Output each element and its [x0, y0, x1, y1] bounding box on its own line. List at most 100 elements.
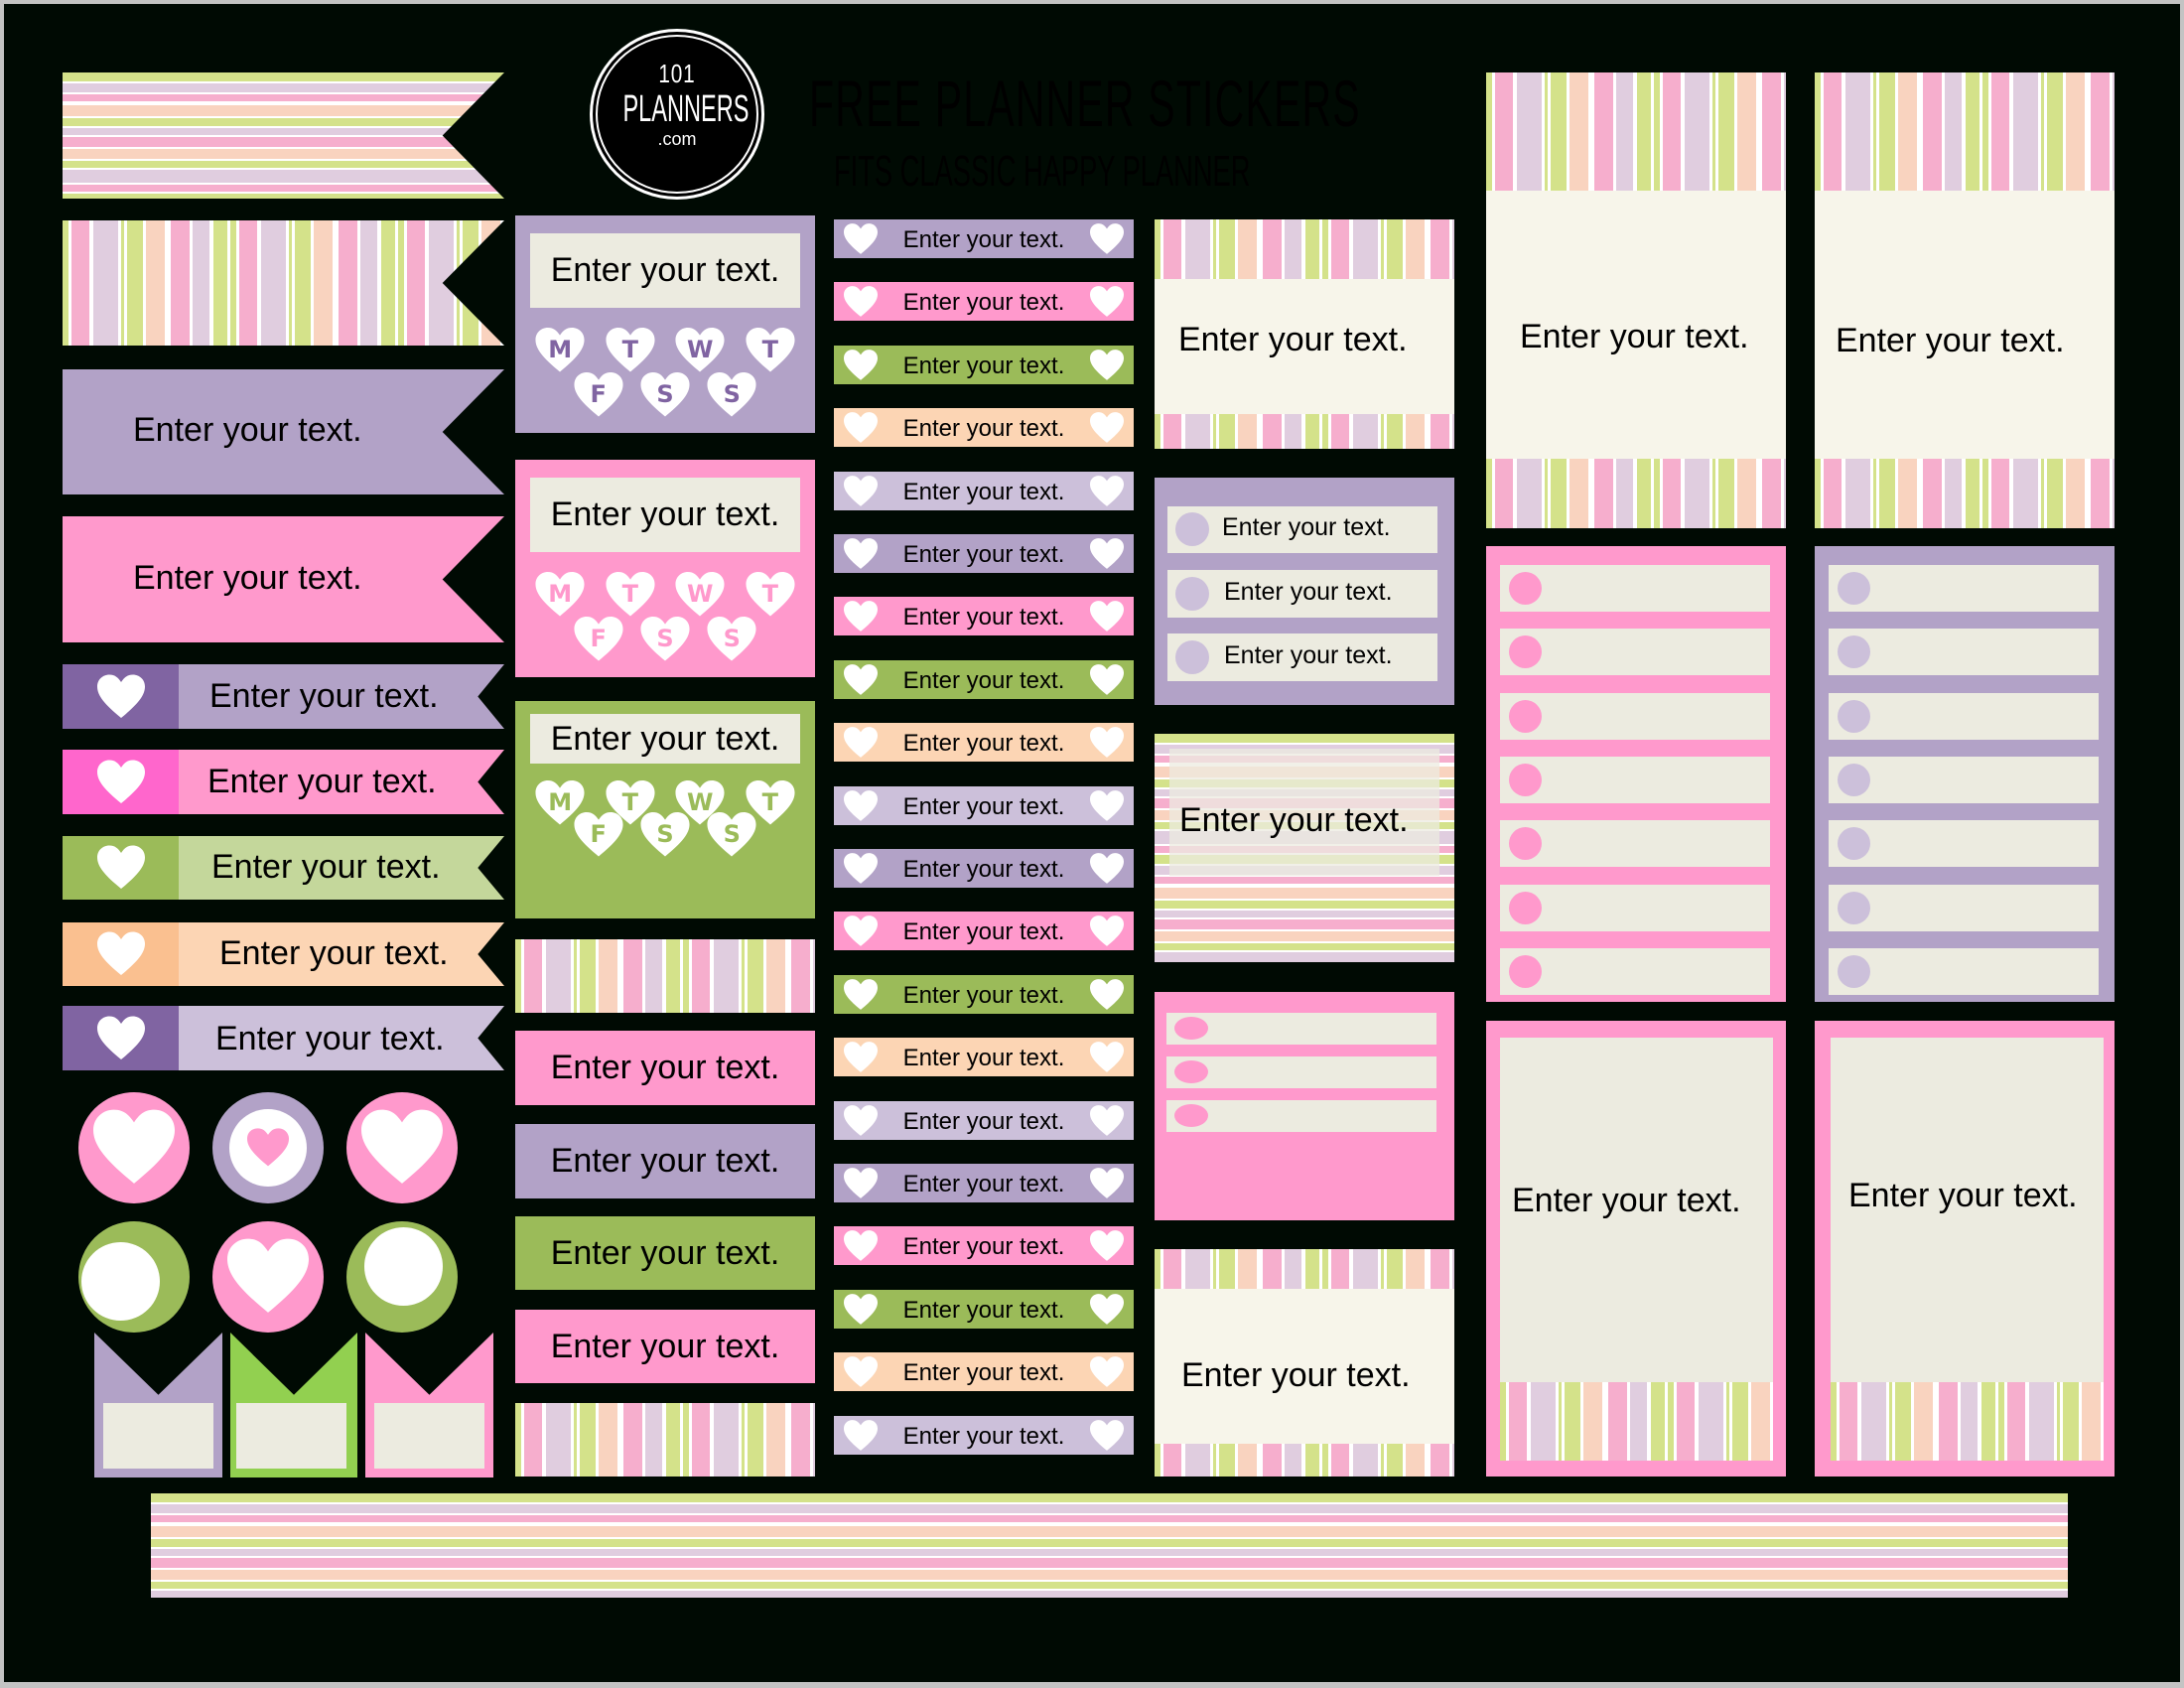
- list-row[interactable]: Enter your text.: [1167, 633, 1437, 681]
- heart-label[interactable]: Enter your text.: [834, 1226, 1134, 1267]
- stripe-card-text[interactable]: Enter your text.: [1181, 1356, 1411, 1394]
- heart-flag-text[interactable]: Enter your text.: [219, 934, 449, 972]
- heart-icon: [1090, 727, 1124, 764]
- checklist-row[interactable]: [1829, 756, 2099, 803]
- heart-icon: [844, 1230, 878, 1267]
- heart-flag: Enter your text.: [63, 1006, 504, 1070]
- heart-icon: [1090, 1168, 1124, 1204]
- framed-card-inner[interactable]: Enter your text.: [1831, 1038, 2104, 1461]
- checklist-row[interactable]: [1500, 756, 1770, 803]
- heart-label[interactable]: Enter your text.: [834, 219, 1134, 258]
- list-row[interactable]: [1166, 1100, 1436, 1132]
- label-pink[interactable]: Enter your text.: [515, 1031, 815, 1105]
- hstripe-card-overlay[interactable]: [1169, 749, 1439, 876]
- bullet-dot: [1509, 635, 1542, 669]
- heart-flag-text[interactable]: Enter your text.: [209, 677, 439, 715]
- week-card-text-box[interactable]: Enter your text.: [530, 714, 800, 764]
- checklist-row[interactable]: [1829, 947, 2099, 995]
- checklist-row[interactable]: [1829, 820, 2099, 868]
- day-heart-icon: S: [707, 372, 756, 418]
- hstripe-card-text[interactable]: Enter your text.: [1179, 801, 1409, 839]
- checklist-row[interactable]: [1500, 565, 1770, 612]
- tall-card-text[interactable]: Enter your text.: [1520, 318, 1749, 355]
- heart-icon: [96, 760, 145, 803]
- stripe-card: Enter your text.: [1155, 219, 1454, 449]
- heart-label[interactable]: Enter your text.: [834, 1352, 1134, 1392]
- stripe-band-bottom: [1831, 1382, 2104, 1461]
- heart-label[interactable]: Enter your text.: [834, 471, 1134, 510]
- week-card-text-box[interactable]: Enter your text.: [530, 233, 800, 308]
- checklist-row[interactable]: [1500, 820, 1770, 868]
- label-green[interactable]: Enter your text.: [515, 1216, 815, 1290]
- checklist-row[interactable]: [1829, 692, 2099, 740]
- checklist-row[interactable]: [1500, 692, 1770, 740]
- bullet-dot: [1509, 699, 1542, 733]
- heart-label-text: Enter your text.: [902, 352, 1065, 379]
- day-heart-icon: F: [574, 812, 623, 858]
- checklist-row[interactable]: [1829, 565, 2099, 612]
- heart-flag-text[interactable]: Enter your text.: [215, 1020, 445, 1057]
- heart-label[interactable]: Enter your text.: [834, 1289, 1134, 1329]
- tall-card-text[interactable]: Enter your text.: [1836, 322, 2065, 359]
- heart-flag-tab: [63, 922, 179, 986]
- heart-label[interactable]: Enter your text.: [834, 282, 1134, 322]
- heart-label[interactable]: Enter your text.: [834, 534, 1134, 573]
- list-row[interactable]: [1166, 1013, 1436, 1045]
- washi-strip: [151, 1493, 2068, 1598]
- bullet-dot: [1175, 577, 1209, 611]
- heart-label[interactable]: Enter your text.: [834, 974, 1134, 1016]
- day-hearts-row: F S S: [515, 617, 815, 662]
- checklist-row[interactable]: [1829, 629, 2099, 676]
- week-card-text-box[interactable]: Enter your text.: [530, 478, 800, 552]
- heart-flag-text[interactable]: Enter your text.: [207, 763, 437, 800]
- checklist-row[interactable]: [1500, 947, 1770, 995]
- day-heart-icon: S: [707, 617, 756, 662]
- list-row[interactable]: [1166, 1056, 1436, 1088]
- day-heart-icon: S: [640, 617, 690, 662]
- heart-label[interactable]: Enter your text.: [834, 1100, 1134, 1140]
- stripe-card-text[interactable]: Enter your text.: [1178, 321, 1408, 358]
- flag-striped-horizontal: [63, 72, 504, 199]
- m-tab-writing-area[interactable]: [103, 1403, 213, 1469]
- heart-label[interactable]: Enter your text.: [834, 1164, 1134, 1202]
- heart-icon: [844, 601, 878, 637]
- checklist-row[interactable]: [1500, 884, 1770, 931]
- list-row[interactable]: Enter your text.: [1167, 570, 1437, 618]
- label-purple[interactable]: Enter your text.: [515, 1124, 815, 1198]
- heart-icon: [1090, 978, 1124, 1016]
- heart-label-text: Enter your text.: [902, 415, 1065, 443]
- m-tab-writing-area[interactable]: [236, 1403, 346, 1469]
- heart-label[interactable]: Enter your text.: [834, 785, 1134, 827]
- circle-sticker-heart: [78, 1092, 190, 1203]
- heart-label[interactable]: Enter your text.: [834, 659, 1134, 699]
- heart-flag-text[interactable]: Enter your text.: [211, 848, 441, 886]
- framed-card: Enter your text.: [1815, 1021, 2115, 1477]
- logo-planners: PLANNERS: [622, 88, 750, 130]
- stripe-band-bottom: [1155, 1444, 1454, 1477]
- m-tab-writing-area[interactable]: [374, 1403, 484, 1469]
- flag-purple-text[interactable]: Enter your text.: [133, 411, 362, 449]
- heart-label-text: Enter your text.: [902, 226, 1065, 253]
- heart-label[interactable]: Enter your text.: [834, 849, 1134, 888]
- flag-pink-text[interactable]: Enter your text.: [133, 559, 362, 597]
- framed-card-inner[interactable]: Enter your text.: [1500, 1038, 1773, 1461]
- stripe-strip: [515, 1403, 815, 1477]
- heart-label[interactable]: Enter your text.: [834, 912, 1134, 951]
- heart-icon: [96, 931, 145, 975]
- list-row[interactable]: Enter your text.: [1167, 506, 1437, 553]
- circle-inner-dot: [81, 1242, 160, 1321]
- heart-label[interactable]: Enter your text.: [834, 1038, 1134, 1077]
- logo-com: .com: [657, 129, 697, 149]
- heart-label[interactable]: Enter your text.: [834, 723, 1134, 764]
- heart-label[interactable]: Enter your text.: [834, 408, 1134, 448]
- checklist-row[interactable]: [1829, 884, 2099, 931]
- heart-icon: [1090, 789, 1124, 827]
- heart-label[interactable]: Enter your text.: [834, 597, 1134, 637]
- day-hearts-row: M T W T: [515, 572, 815, 618]
- heart-label-text: Enter your text.: [902, 1045, 1065, 1072]
- heart-label[interactable]: Enter your text.: [834, 1415, 1134, 1455]
- heart-label-text: Enter your text.: [902, 541, 1065, 568]
- label-pink[interactable]: Enter your text.: [515, 1310, 815, 1383]
- checklist-row[interactable]: [1500, 629, 1770, 676]
- heart-label[interactable]: Enter your text.: [834, 345, 1134, 384]
